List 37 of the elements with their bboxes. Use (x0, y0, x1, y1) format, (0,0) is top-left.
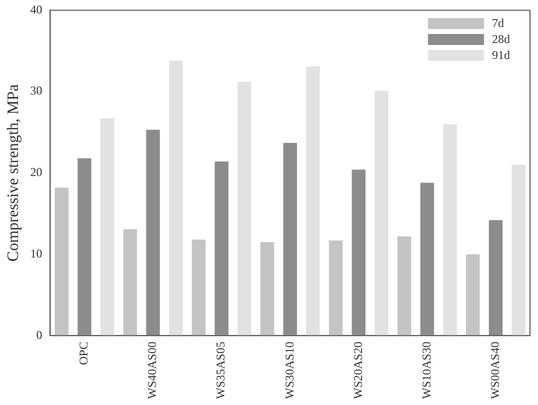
bar (260, 242, 274, 336)
x-tick-label: WS00AS40 (488, 342, 502, 400)
bar (283, 142, 297, 336)
x-tick-label: WS20AS20 (350, 342, 365, 400)
x-tick-label: OPC (76, 342, 91, 366)
legend-label: 7d (492, 16, 504, 30)
bar (397, 236, 412, 336)
bar (146, 130, 160, 336)
y-tick-label: 40 (30, 2, 42, 16)
bar (100, 118, 114, 336)
y-tick-label: 20 (30, 165, 42, 180)
x-tick-label: WS40AS00 (145, 342, 160, 400)
bar (512, 164, 526, 336)
bar (192, 240, 206, 336)
bar (374, 90, 388, 336)
y-tick-label: 0 (36, 328, 42, 342)
legend-label: 91d (492, 48, 510, 62)
bar (169, 60, 183, 336)
bar (238, 82, 252, 336)
bar (488, 220, 503, 336)
bar (466, 254, 480, 336)
bar (54, 188, 68, 336)
y-tick-label: 30 (30, 84, 42, 98)
bar (78, 158, 92, 336)
bar (420, 182, 434, 336)
bar (352, 170, 366, 336)
x-tick-label: WS35AS05 (214, 342, 228, 400)
x-tick-label: WS10AS30 (419, 342, 434, 400)
x-tick-label: WS30AS10 (282, 342, 296, 400)
y-tick-label: 10 (30, 246, 42, 260)
y-axis-title: Compressive strength, MPa (4, 84, 22, 262)
bar (214, 162, 228, 336)
legend-label: 28d (492, 32, 510, 46)
bar (306, 66, 320, 336)
bar (123, 229, 138, 336)
bar (443, 124, 457, 336)
bar (328, 240, 343, 336)
